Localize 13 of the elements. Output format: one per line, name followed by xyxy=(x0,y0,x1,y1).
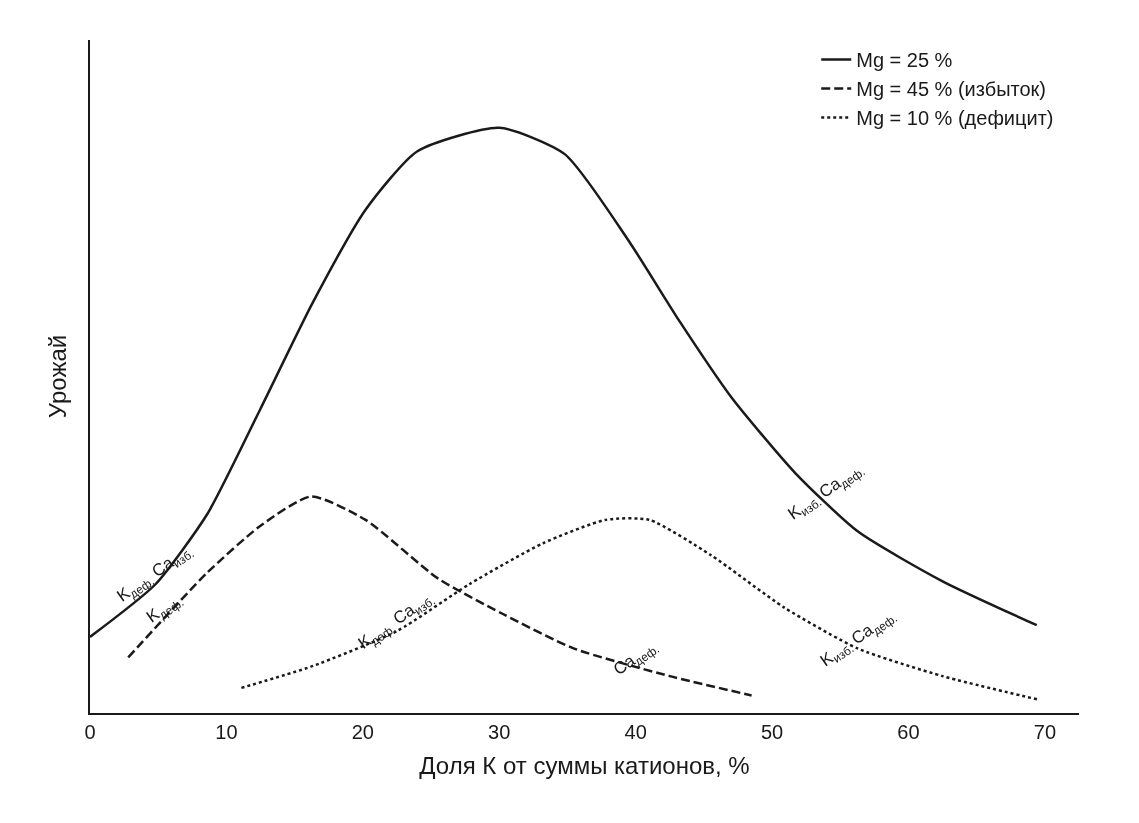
x-tick-label: 20 xyxy=(351,721,374,743)
legend-label: Mg = 25 % xyxy=(856,49,953,72)
x-tick-label: 60 xyxy=(897,721,920,743)
legend-label: Mg = 45 % (избыток) xyxy=(856,78,1047,101)
x-tick-label: 0 xyxy=(84,721,96,743)
y-axis-title: Урожай xyxy=(43,334,71,419)
x-tick-label: 50 xyxy=(760,721,784,743)
x-tick-label: 30 xyxy=(488,721,511,743)
x-tick-label: 70 xyxy=(1033,721,1057,743)
x-tick-label: 10 xyxy=(215,721,238,743)
x-tick-label: 40 xyxy=(624,721,647,743)
legend-label: Mg = 10 % (дефицит) xyxy=(856,107,1054,130)
x-axis-title: Доля К от суммы катионов, % xyxy=(419,751,750,779)
